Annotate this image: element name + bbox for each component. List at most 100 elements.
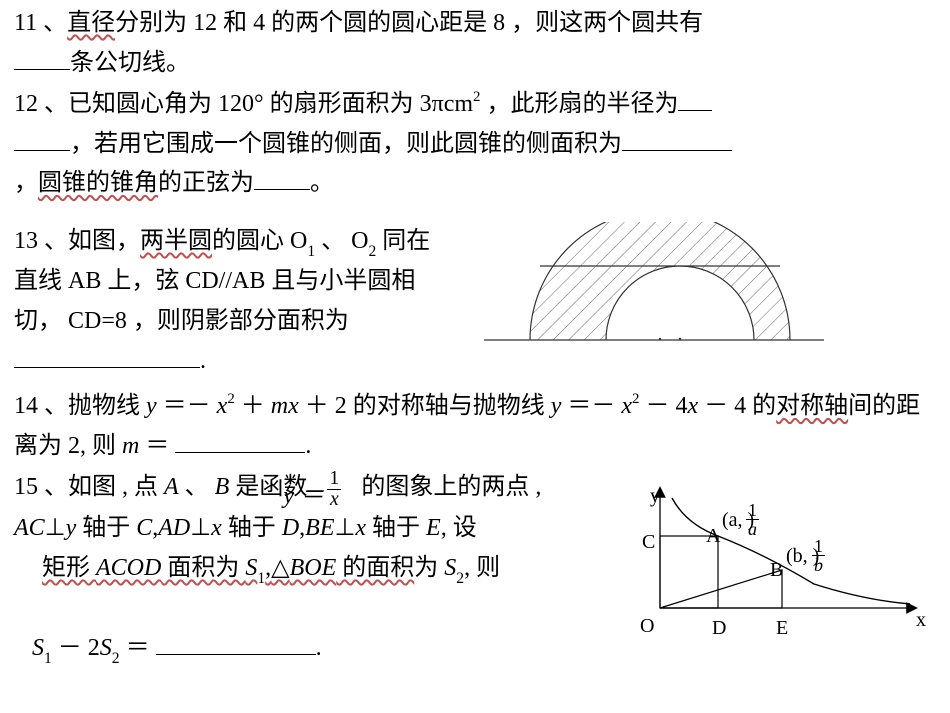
q12-blank4	[254, 165, 310, 190]
lbl-Bpt: B	[770, 554, 783, 587]
q15-t3: 的图象上的两点 ,	[355, 474, 541, 500]
q14-prefix: 14 、抛物线	[14, 393, 146, 419]
q14-x2: x	[621, 393, 632, 419]
q14-tail1: － 4 的	[698, 393, 776, 419]
q13-t1: 的圆心 O	[212, 228, 307, 254]
q15-l2g: AD	[158, 515, 190, 541]
q15-frac-den: x	[327, 490, 341, 510]
q14-eq1f: ＋ 2 的对称轴与抛物线	[299, 393, 551, 419]
question-15: 15 、如图 , 点 A 、 B 是函数 y ＝ 1x 的图象上的两点 , AC…	[14, 468, 936, 669]
lbl-y: y	[650, 480, 660, 513]
frac-a-num: 1	[746, 501, 759, 520]
q15-t1: 、	[179, 474, 215, 500]
q15-text: 15 、如图 , 点 A 、 B 是函数 y ＝ 1x 的图象上的两点 , AC…	[14, 468, 674, 669]
q15-l4b: － 2	[52, 635, 100, 661]
lbl-x: x	[916, 604, 926, 637]
q12-blank3	[622, 126, 732, 151]
q12-blank1	[678, 86, 712, 111]
q11-text1: 分别为 12 和 4 的两个圆的圆心距是 8 ，则这两个圆共有	[115, 10, 703, 36]
q15-l3a: 矩形	[42, 555, 96, 581]
q15-l2k: D	[282, 515, 299, 541]
q11-text2: 条公切线。	[70, 50, 190, 76]
q14-y2: y	[551, 393, 562, 419]
q14-sup1: 2	[227, 391, 234, 407]
q15-prefix: 15 、如图 , 点	[14, 474, 164, 500]
q14-tail3: ＝	[139, 433, 175, 459]
q15-sub-s2b: 2	[112, 650, 120, 667]
q15-B: B	[215, 474, 230, 500]
q15-l4a: S	[32, 635, 44, 661]
q12-t2: ，若用它围成一个圆锥的侧面，则此圆锥的侧面积为	[70, 131, 622, 157]
frac-b-num: 1	[812, 537, 825, 556]
frac-b: 1b	[812, 537, 825, 574]
q15-l4e: .	[316, 635, 322, 661]
q14-eq1b: ＝－	[157, 393, 217, 419]
q15-l3c: 面积为	[161, 555, 245, 581]
q15-l2b: ⊥	[45, 515, 66, 541]
question-13: 13 、如图，两半圆的圆心 O1 、 O2 同在直线 AB 上，弦 CD//AB…	[14, 222, 936, 381]
q14-x3: x	[687, 393, 698, 419]
q13-figure	[484, 222, 824, 352]
q15-A: A	[164, 474, 179, 500]
q14-wavy: 对称轴	[776, 393, 848, 419]
lbl-A-coord: (a, ) 1a	[722, 504, 754, 537]
lbl-C: C	[642, 526, 655, 559]
q15-l2h: ⊥	[190, 515, 211, 541]
q14-eq2b: ＝－	[561, 393, 621, 419]
q15-l3g: BOE	[290, 555, 337, 581]
q13-t4: .	[200, 348, 206, 374]
frac-b-den: b	[812, 556, 825, 574]
q15-l3d: S	[245, 555, 257, 581]
question-11: 11 、直径分别为 12 和 4 的两个圆的圆心距是 8 ，则这两个圆共有 条公…	[14, 4, 936, 83]
q15-l3b: ACOD	[96, 555, 161, 581]
q14-blank	[175, 428, 305, 453]
q15-figure: C O D E x y A B (a, ) 1a (b, ) 1b	[614, 484, 944, 654]
q15-frac: 1x	[327, 469, 341, 509]
q15-sub-s2: 2	[456, 570, 464, 587]
q15-frac-num: 1	[327, 469, 341, 490]
q13-sub2: 2	[368, 243, 376, 260]
q13-sub1: 1	[307, 243, 315, 260]
question-12: 12 、已知圆心角为 120° 的扇形面积为 3πcm2 ，此形扇的半径为 ，若…	[14, 85, 936, 204]
q14-y1: y	[146, 393, 157, 419]
q15-l3j: S	[444, 555, 456, 581]
q15-l2o: x	[355, 515, 366, 541]
q14-sup2: 2	[632, 391, 639, 407]
q15-l2c: y	[66, 515, 77, 541]
q15-blank	[156, 630, 316, 655]
lbl-B-coord: (b, ) 1b	[786, 540, 819, 573]
q15-l3f: △	[271, 555, 289, 581]
q15-yeq: y ＝	[283, 477, 324, 517]
q14-x1: x	[217, 393, 228, 419]
frac-a: 1a	[746, 501, 759, 538]
q13-t2: 、 O	[315, 228, 368, 254]
q12-sup: 2	[473, 89, 480, 105]
q12-t5: 。	[310, 170, 334, 196]
q15-l2j: 轴于	[222, 515, 282, 541]
q15-l2q: E	[426, 515, 441, 541]
lbl-O: O	[640, 610, 654, 643]
q13-text: 13 、如图，两半圆的圆心 O1 、 O2 同在直线 AB 上，弦 CD//AB…	[14, 222, 454, 381]
q14-eq2d: － 4	[639, 393, 687, 419]
q15-l2r: , 设	[441, 515, 477, 541]
q15-l2e: C	[136, 515, 152, 541]
q15-line3-wavy: 矩形 ACOD 面积为 S1,△BOE 的面积	[42, 555, 414, 581]
q15-l4d: ＝	[120, 635, 156, 661]
q15-l3k: , 则	[464, 555, 500, 581]
semicircles-svg	[484, 222, 824, 352]
lbl-Apt: A	[706, 520, 720, 553]
frac-a-den: a	[746, 520, 759, 538]
q12-t3: ，	[14, 170, 38, 196]
q11-blank1	[14, 44, 70, 69]
q14-eq1d: ＋	[235, 393, 271, 419]
lbl-D: D	[712, 612, 726, 645]
q12-t4: 的正弦为	[158, 170, 254, 196]
q11-prefix: 11 、	[14, 10, 67, 36]
q15-sub-s1: 1	[257, 570, 265, 587]
q15-l2d: 轴于	[76, 515, 136, 541]
q12-prefix: 12 、已知圆心角为 120° 的扇形面积为 3πcm	[14, 91, 473, 117]
question-14: 14 、抛物线 y ＝－ x2 ＋ mx ＋ 2 的对称轴与抛物线 y ＝－ x…	[14, 387, 936, 466]
q11-underline-term: 直径	[67, 10, 115, 36]
q12-t1: ，此形扇的半径为	[480, 91, 678, 117]
q15-l3i: 为	[414, 555, 444, 581]
